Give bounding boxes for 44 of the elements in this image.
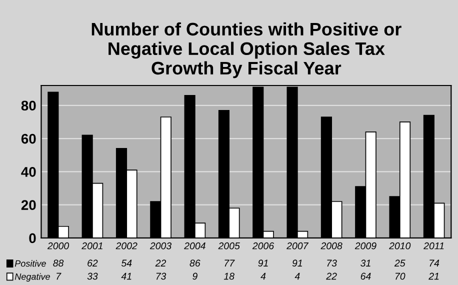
data-label: 74 <box>430 260 440 266</box>
data-label: 22 <box>155 260 166 266</box>
data-label: 91 <box>292 260 302 267</box>
data-label: 31 <box>360 260 370 267</box>
x-tick-label: 2008 <box>320 242 342 250</box>
data-label: 86 <box>190 260 200 267</box>
x-tick-label: 2011 <box>424 242 444 250</box>
x-tick-label: 2002 <box>116 242 138 250</box>
data-label: 25 <box>394 260 406 267</box>
y-tick-label: 60 <box>21 134 36 144</box>
data-label: 21 <box>428 272 439 280</box>
data-label: 22 <box>326 272 337 280</box>
x-tick-label: 2006 <box>252 242 274 250</box>
y-tick-label: 80 <box>21 100 36 111</box>
data-label: 91 <box>258 260 268 267</box>
chart-title: Number of Counties with Positive or Negative Local Option Sales Tax Growth By Fiscal Year <box>92 22 402 78</box>
x-tick-label: 2003 <box>150 242 172 250</box>
data-label: 73 <box>156 272 166 280</box>
x-tick-label: 2010 <box>389 242 411 250</box>
data-label: 62 <box>88 260 98 267</box>
data-label: 33 <box>87 272 98 280</box>
data-label: 4 <box>294 272 300 280</box>
data-label: 54 <box>121 260 132 267</box>
x-tick-label: 2004 <box>184 242 206 250</box>
x-tick-label: 2000 <box>47 242 70 250</box>
data-label: 88 <box>53 260 64 267</box>
data-label: 4 <box>260 272 266 280</box>
data-label: 64 <box>360 272 371 280</box>
data-label: 7 <box>56 272 62 280</box>
data-label: 77 <box>224 260 235 266</box>
data-label: 73 <box>327 260 337 267</box>
data-label: 18 <box>224 272 234 280</box>
x-tick-label: 2005 <box>218 242 240 250</box>
data-label: 41 <box>121 272 132 280</box>
y-tick-label: 0 <box>29 233 36 244</box>
legend-label: Negative <box>14 273 50 282</box>
x-tick-label: 2007 <box>286 242 309 250</box>
data-label: 9 <box>192 272 198 280</box>
x-tick-label: 2009 <box>354 242 376 250</box>
legend-label: Positive <box>14 260 46 267</box>
data-label: 70 <box>395 272 406 280</box>
y-tick-label: 20 <box>21 200 36 210</box>
y-tick-label: 40 <box>21 167 36 177</box>
x-tick-label: 2001 <box>82 242 102 250</box>
